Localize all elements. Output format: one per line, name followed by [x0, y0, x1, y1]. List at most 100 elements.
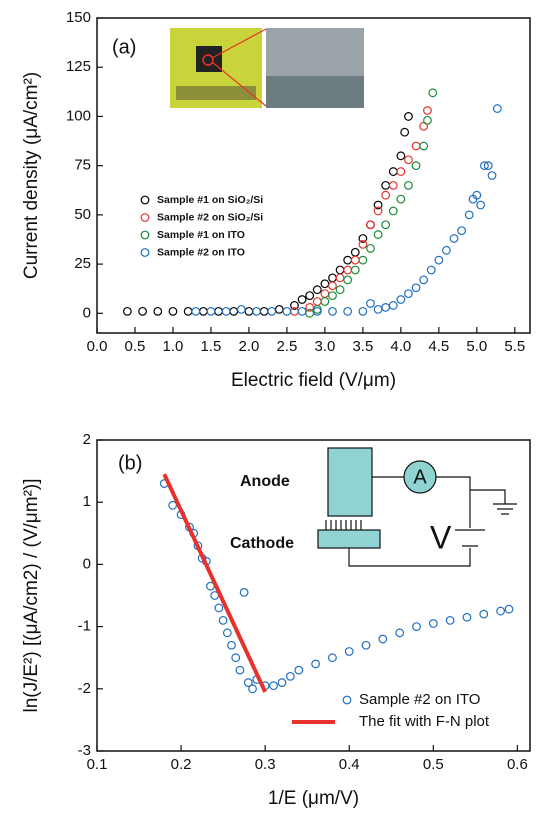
legend-swatch — [140, 248, 150, 257]
data-point — [483, 161, 493, 171]
legend-swatch — [140, 195, 150, 205]
data-point — [335, 285, 345, 295]
data-point — [388, 180, 398, 190]
data-point — [366, 220, 375, 230]
data-point — [423, 106, 432, 115]
data-point — [411, 283, 421, 293]
data-point — [480, 161, 489, 171]
data-point — [328, 653, 337, 663]
data-point — [404, 112, 413, 121]
legend-label: Sample #2 on ITO — [157, 246, 245, 258]
data-point — [328, 273, 337, 283]
data-point — [411, 141, 421, 151]
anode — [327, 447, 373, 517]
panel-label: (a) — [112, 36, 136, 58]
legend-swatch — [140, 230, 150, 240]
data-point — [449, 234, 459, 243]
data-point — [396, 167, 406, 176]
data-point — [335, 273, 345, 283]
data-point — [311, 659, 321, 669]
x-axis-label: Electric field (V/μm) — [231, 370, 396, 391]
data-point — [285, 671, 295, 681]
data-point — [227, 640, 236, 650]
data-point — [428, 88, 438, 98]
data-point — [381, 220, 391, 230]
data-point — [122, 306, 132, 316]
data-point — [343, 255, 353, 265]
data-point — [381, 190, 391, 200]
data-point — [312, 306, 322, 316]
x-tick-label: 0.5 — [125, 338, 146, 355]
x-tick-label: 2.0 — [239, 338, 260, 355]
circuit — [317, 447, 517, 567]
inset-sem-substrate — [266, 76, 364, 108]
data-point — [492, 104, 502, 113]
circuit-label: Cathode — [230, 535, 294, 552]
y-axis-label: Current density (μA/cm²) — [21, 72, 42, 279]
data-point — [297, 295, 307, 304]
data-point — [312, 297, 322, 306]
legend-label: Sample #1 on ITO — [157, 229, 245, 241]
x-tick-label: 5.5 — [504, 338, 525, 355]
data-point — [269, 681, 278, 691]
data-point — [388, 301, 398, 310]
data-point — [404, 180, 413, 190]
y-tick-label: 1 — [83, 493, 91, 510]
data-point — [244, 306, 254, 316]
data-point — [206, 306, 216, 316]
data-point — [168, 306, 178, 316]
data-point — [361, 640, 371, 650]
data-point — [487, 171, 497, 180]
data-point — [504, 604, 514, 614]
data-point — [462, 612, 472, 622]
data-point — [222, 628, 232, 638]
data-point — [381, 303, 391, 312]
legend-swatch — [140, 213, 150, 222]
data-point — [373, 304, 383, 314]
y-tick-label: 0 — [83, 555, 91, 572]
data-point — [320, 297, 330, 306]
y-axis-label: ln(J/E²) [(μA/cm2) / (V/μm²)] — [21, 478, 42, 712]
y-tick-label: 75 — [74, 157, 91, 174]
data-point — [381, 180, 391, 190]
data-point — [277, 678, 287, 687]
data-point — [267, 306, 277, 316]
circuit-label: V — [430, 519, 452, 555]
data-point — [252, 306, 261, 316]
x-axis-label: 1/E (μm/V) — [268, 788, 359, 809]
data-point — [404, 289, 413, 299]
x-tick-label: 0.1 — [87, 756, 108, 773]
wires — [348, 476, 506, 567]
emitters — [325, 520, 362, 530]
inset-sample — [196, 46, 222, 72]
data-point — [312, 285, 322, 295]
x-tick-label: 0.2 — [171, 756, 192, 773]
y-tick-label: 125 — [66, 58, 91, 75]
y-tick-label: -3 — [78, 742, 91, 759]
plot-frame — [96, 17, 531, 334]
data-point — [358, 306, 368, 316]
data-point — [411, 161, 421, 171]
data-point — [350, 255, 360, 265]
y-tick-label: 25 — [74, 255, 91, 272]
data-point — [214, 603, 224, 613]
data-point — [479, 609, 489, 619]
cathode — [317, 529, 381, 549]
data-point — [320, 279, 330, 289]
data-point — [423, 115, 432, 125]
data-point — [404, 155, 413, 165]
y-tick-label: 50 — [74, 206, 91, 223]
x-tick-label: 0.4 — [339, 756, 360, 773]
data-point — [457, 226, 467, 236]
y-tick-label: -1 — [78, 618, 91, 635]
legend-swatch — [342, 695, 352, 705]
data-point — [472, 190, 482, 200]
data-point — [395, 628, 405, 638]
data-point — [428, 619, 438, 628]
data-point — [138, 306, 147, 316]
data-point — [426, 265, 436, 275]
x-tick-label: 0.3 — [255, 756, 276, 773]
data-point — [419, 275, 429, 285]
data-point — [297, 306, 307, 316]
data-point — [378, 634, 388, 644]
